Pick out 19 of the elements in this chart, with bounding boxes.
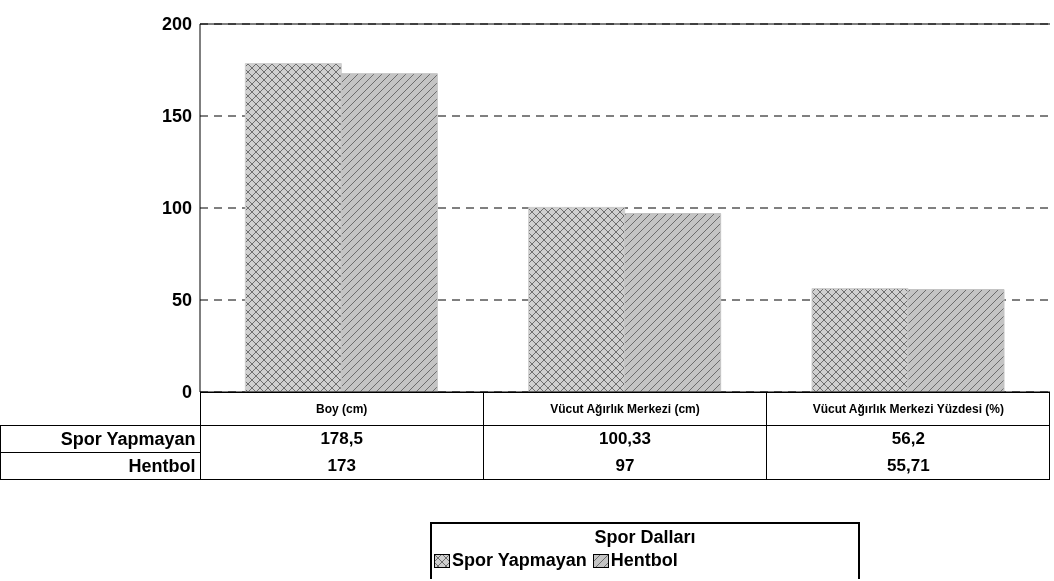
text: Spor Yapmayan [60, 428, 196, 449]
data-label: 97 [483, 452, 767, 480]
y-tick-label: 150 [161, 106, 192, 127]
legend-title: Spor Dalları [593, 527, 697, 548]
text: Hentbol [128, 455, 196, 476]
x-tick-label: Boy (cm) [200, 392, 484, 426]
y-tick-label: 50 [171, 290, 192, 311]
y-tick-label: 0 [181, 382, 192, 403]
legend-label: Hentbol [609, 550, 678, 570]
y-tick-label: 200 [161, 14, 192, 35]
x-tick-label: Vücut Ağırlık Merkezi Yüzdesi (%) [766, 392, 1050, 426]
legend-label: Spor Yapmayan [451, 550, 587, 570]
y-tick-label: 100 [161, 198, 192, 219]
data-label: 55,71 [766, 452, 1050, 480]
data-label: 100,33 [483, 425, 767, 453]
x-tick-label: Vücut Ağırlık Merkezi (cm) [483, 392, 767, 426]
data-label: 56,2 [766, 425, 1050, 453]
data-label: 173 [200, 452, 484, 480]
data-label: 178,5 [200, 425, 484, 453]
